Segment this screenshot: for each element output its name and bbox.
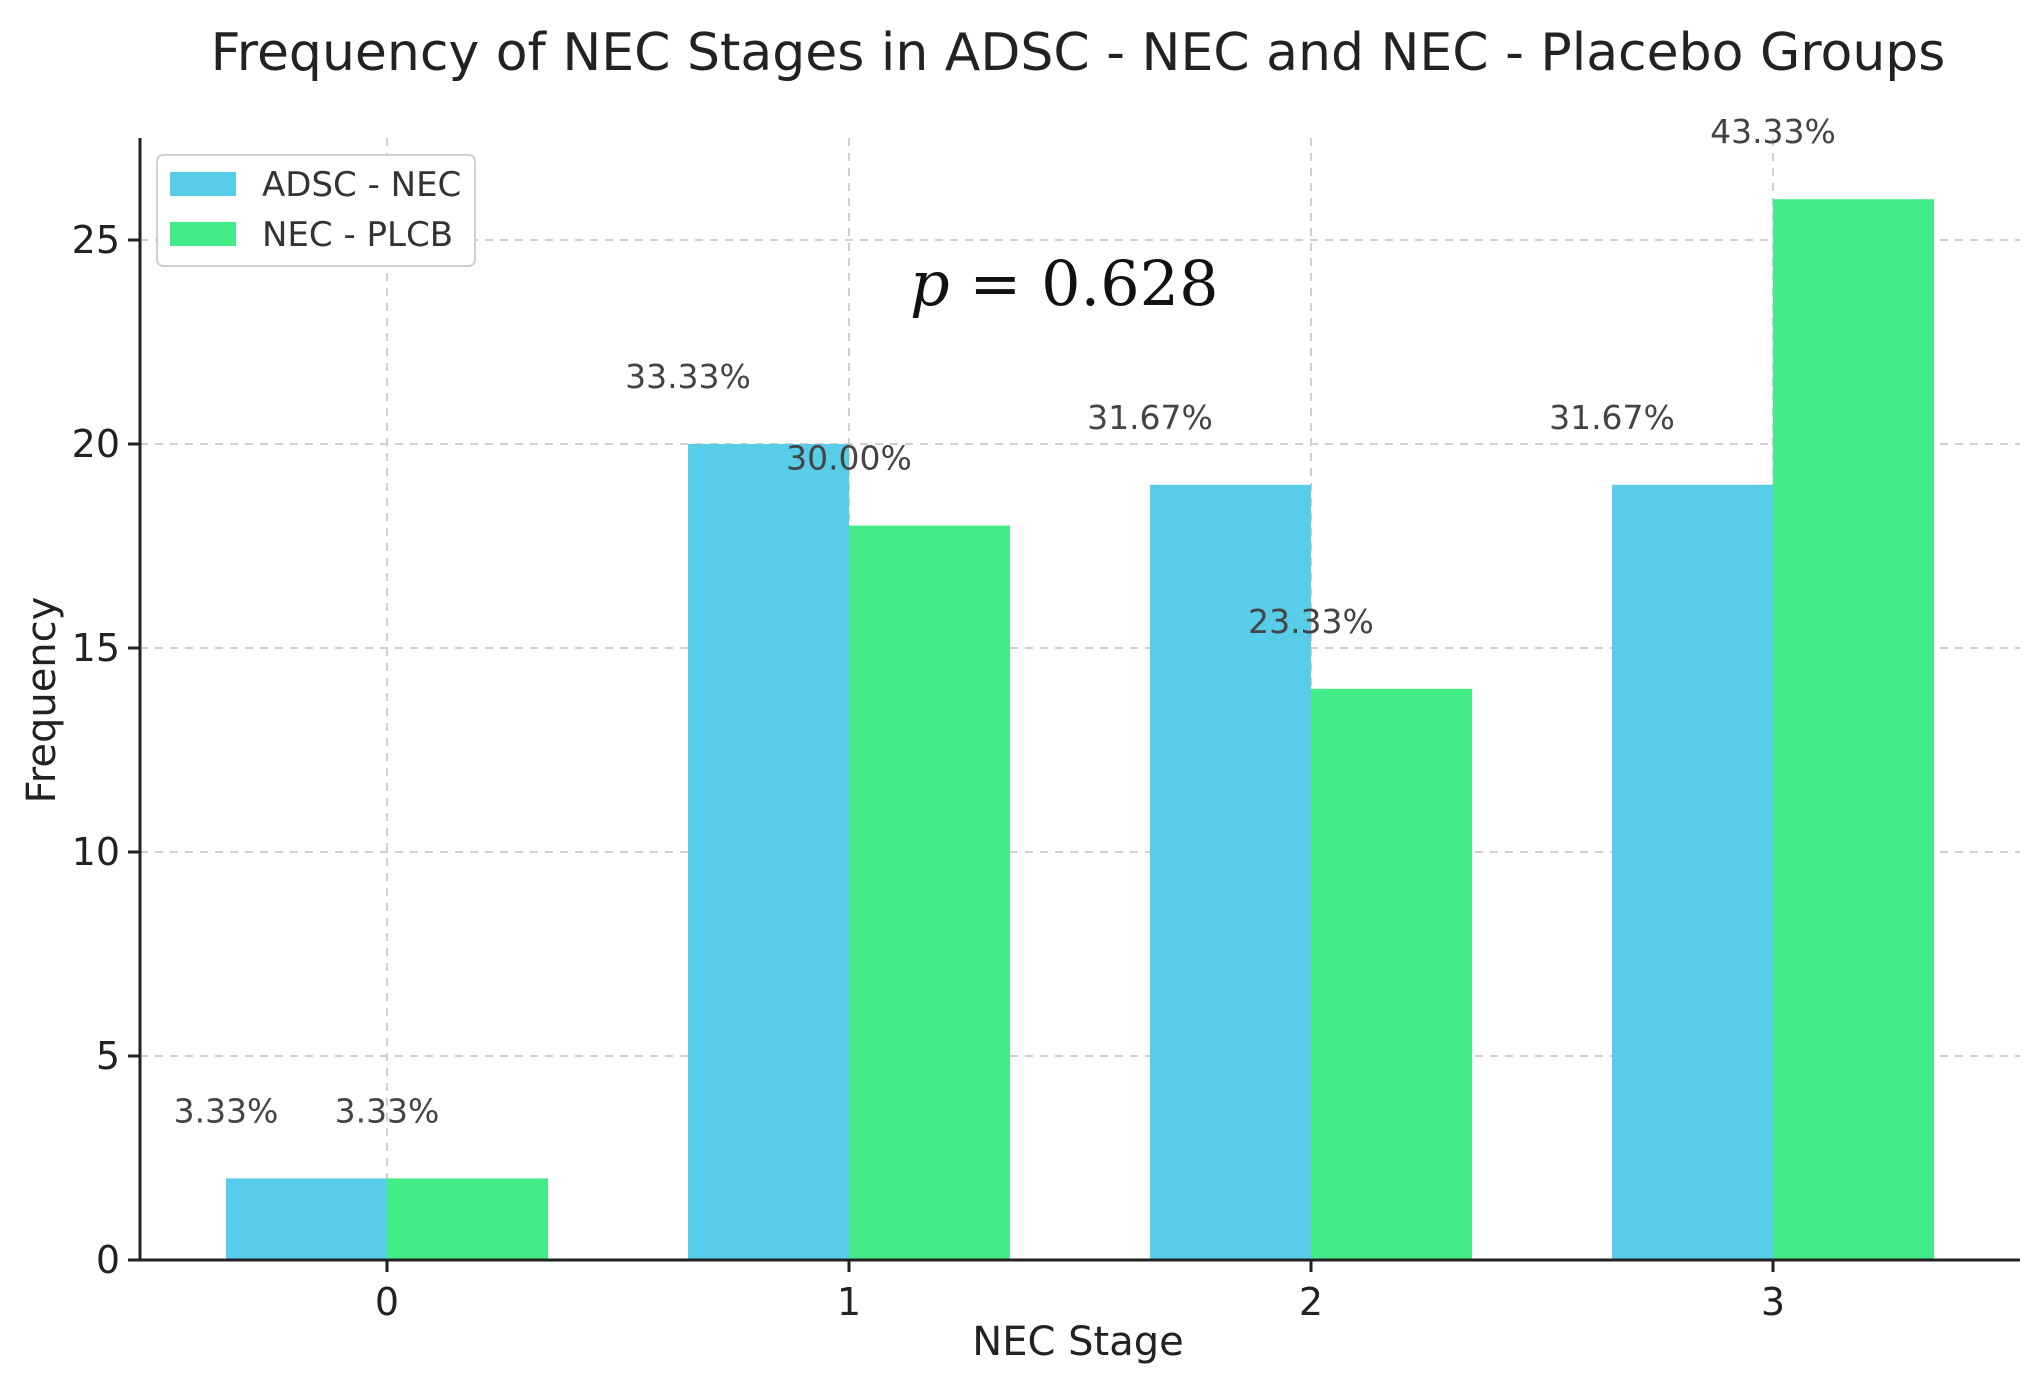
legend-label-nec-plcb: NEC - PLCB <box>262 215 453 255</box>
data-label-adsc-nec-stage-2: 31.67% <box>1087 398 1213 437</box>
p-value-text: = 0.628 <box>950 247 1219 320</box>
y-tick-label-10: 10 <box>72 830 120 874</box>
data-label-nec-plcb-stage-0: 3.33% <box>335 1091 440 1130</box>
legend: ADSC - NEC NEC - PLCB <box>156 154 476 267</box>
p-value-annotation: p = 0.628 <box>910 247 1219 320</box>
x-tick-label-3: 3 <box>1761 1280 1785 1324</box>
chart-title: Frequency of NEC Stages in ADSC - NEC an… <box>211 23 1946 83</box>
axes-layer: 0 5 10 15 20 25 0 1 2 3 <box>72 138 2020 1324</box>
bar-nec-plcb-stage-3 <box>1773 199 1934 1261</box>
y-tick-label-15: 15 <box>72 626 120 670</box>
data-label-adsc-nec-stage-1: 33.33% <box>625 357 751 396</box>
y-axis-label: Frequency <box>19 597 65 804</box>
p-value-symbol: p <box>910 247 950 320</box>
bar-adsc-nec-stage-1 <box>688 444 849 1260</box>
legend-box <box>156 154 476 267</box>
y-tick-label-20: 20 <box>72 422 120 466</box>
data-label-adsc-nec-stage-3: 31.67% <box>1549 398 1675 437</box>
y-tick-label-0: 0 <box>96 1238 120 1282</box>
x-axis-label: NEC Stage <box>972 1319 1183 1365</box>
x-tick-label-2: 2 <box>1299 1280 1323 1324</box>
data-label-nec-plcb-stage-3: 43.33% <box>1710 112 1836 151</box>
y-tick-label-25: 25 <box>72 218 120 262</box>
bar-nec-plcb-stage-2 <box>1311 688 1472 1260</box>
bar-nec-plcb-stage-1 <box>849 525 1010 1260</box>
x-tick-label-0: 0 <box>375 1280 399 1324</box>
legend-label-adsc-nec: ADSC - NEC <box>262 165 461 205</box>
bars-layer <box>226 199 1934 1261</box>
data-label-nec-plcb-stage-2: 23.33% <box>1248 602 1374 641</box>
data-label-nec-plcb-stage-1: 30.00% <box>786 439 912 478</box>
bar-adsc-nec-stage-0 <box>226 1178 387 1260</box>
bar-adsc-nec-stage-3 <box>1612 484 1773 1260</box>
x-tick-label-1: 1 <box>837 1280 861 1324</box>
legend-swatch-nec-plcb <box>170 222 236 246</box>
legend-swatch-adsc-nec <box>170 172 236 196</box>
bar-nec-plcb-stage-0 <box>387 1178 548 1260</box>
bar-adsc-nec-stage-2 <box>1150 484 1311 1260</box>
data-labels-layer: 3.33% 33.33% 31.67% 31.67% 3.33% 30.00% 23.33%… <box>174 112 1836 1130</box>
data-label-adsc-nec-stage-0: 3.33% <box>174 1091 279 1130</box>
y-tick-label-5: 5 <box>96 1034 120 1078</box>
